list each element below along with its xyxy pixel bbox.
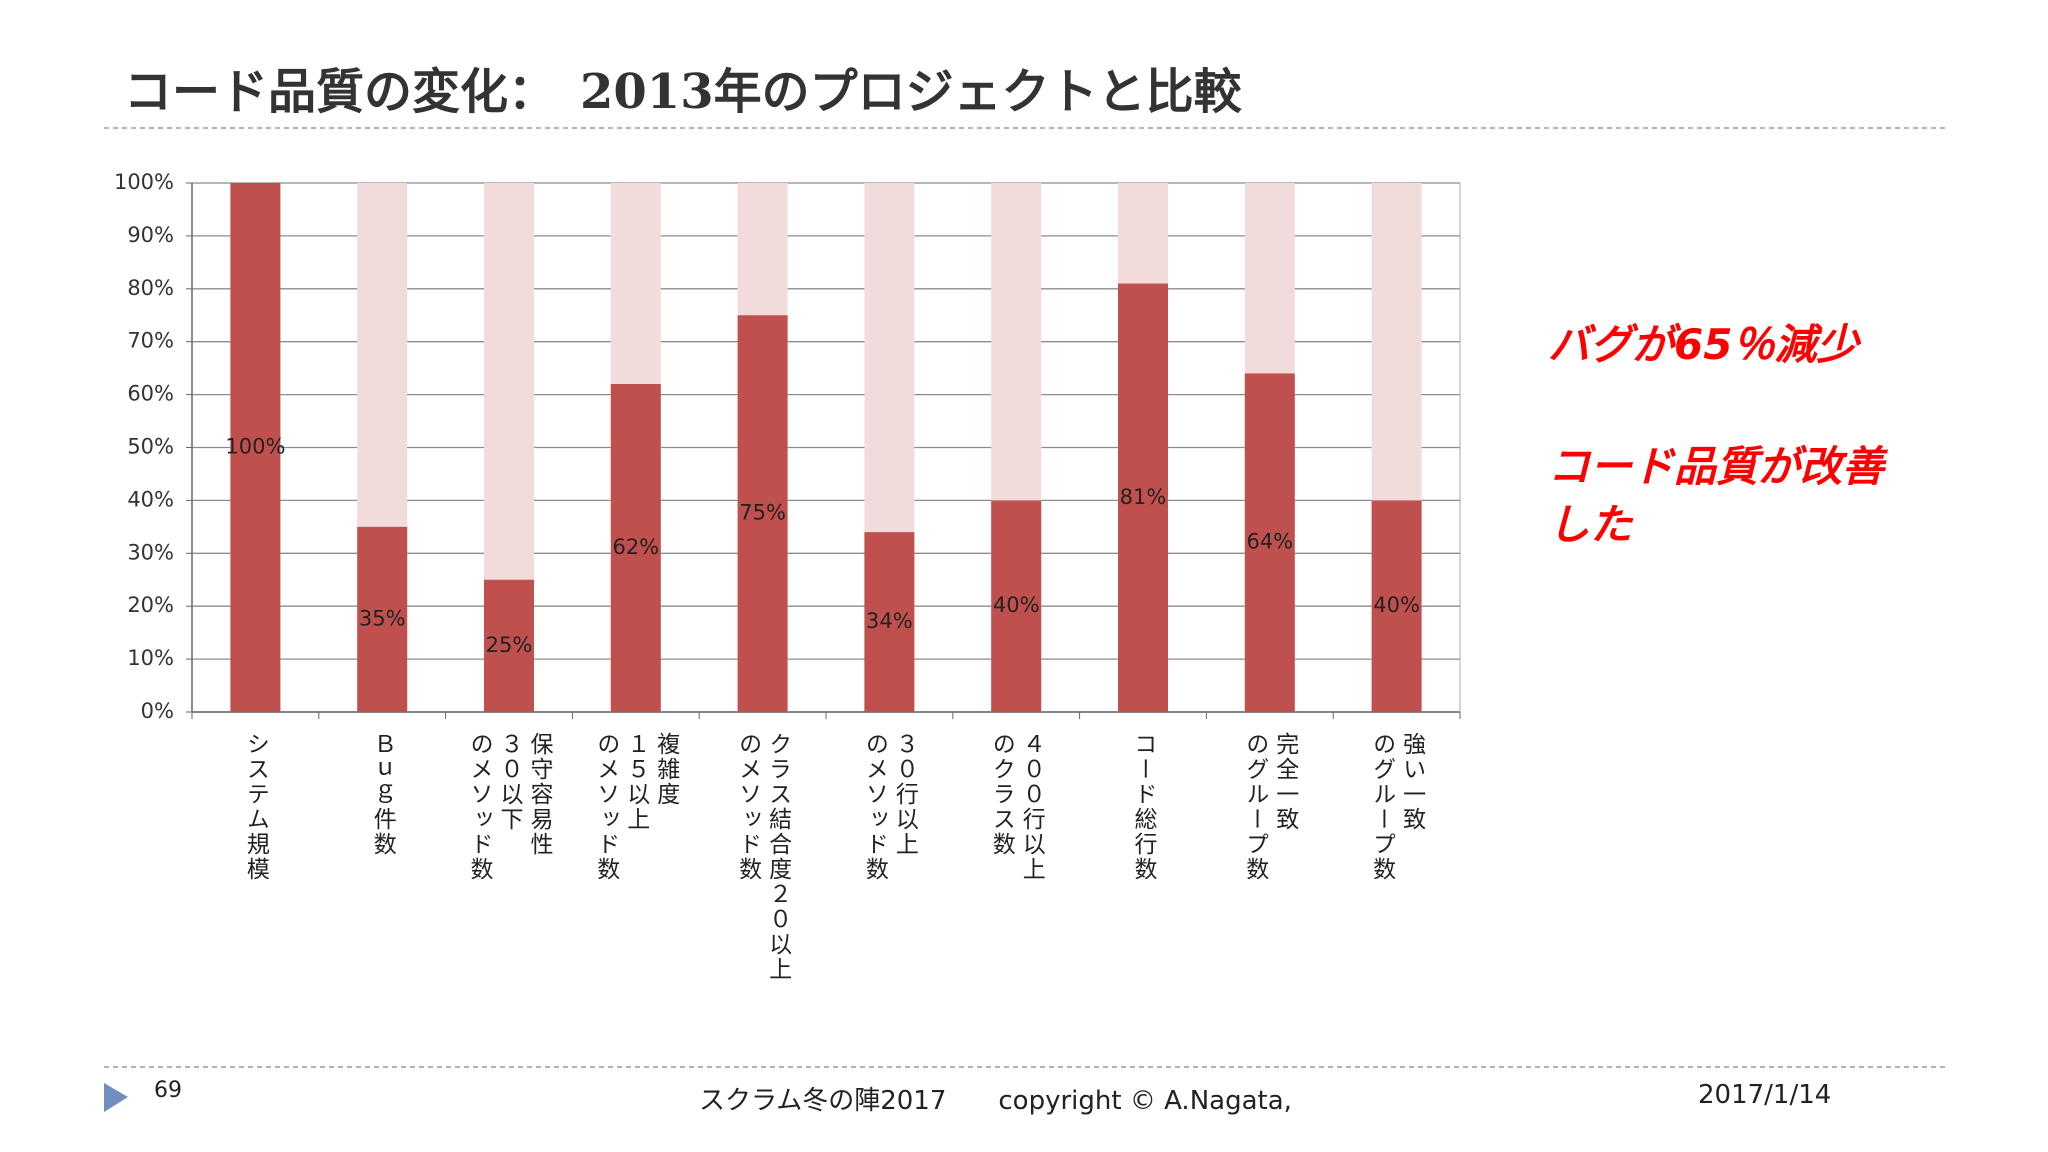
y-tick-label: 30% <box>127 540 174 564</box>
annotation: バグが65％減少 <box>1548 320 1859 369</box>
data-label: 40% <box>993 593 1040 617</box>
data-label: 81% <box>1120 485 1167 509</box>
y-tick-label: 100% <box>114 170 174 194</box>
bar <box>737 315 788 712</box>
y-tick-label: 20% <box>127 593 174 617</box>
x-tick-label: Ｂｕｇ件数 <box>369 732 396 857</box>
data-label: 35% <box>359 606 406 630</box>
data-label: 75% <box>739 501 786 525</box>
y-tick-label: 60% <box>127 382 174 406</box>
bar <box>484 579 534 712</box>
x-tick-label: クラス結合度２０以上 のメソッド数 <box>734 732 791 982</box>
data-label: 40% <box>1373 593 1420 617</box>
data-label: 62% <box>612 535 659 559</box>
footer-marker <box>104 1083 128 1112</box>
y-tick-label: 80% <box>127 276 174 300</box>
y-tick-label: 50% <box>127 435 174 459</box>
y-tick-label: 10% <box>127 646 174 670</box>
annotation: コード品質が改善 した <box>1548 442 1885 549</box>
y-tick-label: 40% <box>127 487 174 511</box>
bar <box>230 183 281 712</box>
footer-date: 2017/1/14 <box>1698 1080 1832 1110</box>
y-tick-label: 90% <box>127 223 174 247</box>
data-label: 64% <box>1246 530 1293 554</box>
bar <box>864 532 915 712</box>
x-tick-label: 強い一致 のグループ数 <box>1368 732 1425 882</box>
bar <box>991 500 1042 712</box>
bar <box>1371 500 1422 712</box>
bar <box>1118 283 1168 712</box>
data-label: 34% <box>866 609 913 633</box>
x-tick-label: コード総行数 <box>1130 732 1156 882</box>
bar <box>610 384 661 712</box>
bar <box>357 526 408 712</box>
page-number: 69 <box>154 1078 182 1103</box>
data-label: 100% <box>225 435 285 459</box>
slide-title: コード品質の変化： 2013年のプロジェクトと比較 <box>124 64 1242 120</box>
bar <box>1244 373 1295 712</box>
x-tick-label: 複雑度 １５以上 のメソッド数 <box>592 732 679 882</box>
data-label: 25% <box>486 633 533 657</box>
x-tick-label: 完全一致 のグループ数 <box>1241 732 1298 882</box>
x-tick-label: ４００行以上 のクラス数 <box>988 732 1045 882</box>
y-tick-label: 0% <box>141 699 174 723</box>
x-tick-label: システム規模 <box>242 732 269 882</box>
y-tick-label: 70% <box>127 329 174 353</box>
x-tick-label: 保守容易性 ３０以下 のメソッド数 <box>466 732 552 882</box>
x-tick-label: ３０行以上 のメソッド数 <box>861 732 918 882</box>
footer-text: スクラム冬の陣2017 copyright © A.Nagata, <box>699 1086 1292 1116</box>
